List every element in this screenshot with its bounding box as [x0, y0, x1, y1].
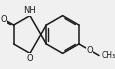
Text: O: O — [0, 15, 7, 24]
Text: O: O — [26, 54, 33, 63]
Text: CH₃: CH₃ — [101, 51, 115, 60]
Text: O: O — [85, 46, 92, 55]
Text: NH: NH — [23, 6, 36, 15]
